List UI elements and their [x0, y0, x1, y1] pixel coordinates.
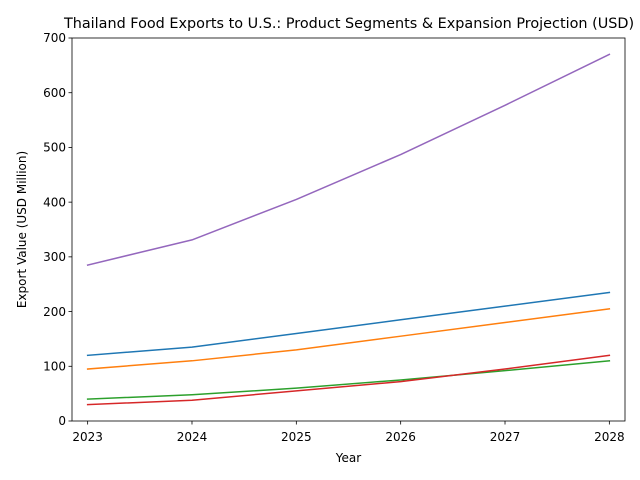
y-tick-label: 700 — [43, 31, 66, 45]
series-layer — [86, 53, 611, 406]
series-line-2 — [86, 307, 611, 370]
y-tick-label: 200 — [43, 305, 66, 319]
y-axis-label: Export Value (USD Million) — [15, 151, 29, 308]
x-axis: 2023 2024 2025 2026 2027 2028 — [72, 421, 625, 444]
y-axis: 0 100 200 300 400 500 600 700 — [43, 31, 72, 428]
y-tick-label: 400 — [43, 195, 66, 209]
series-line-4 — [86, 354, 611, 406]
x-tick-label: 2028 — [594, 430, 625, 444]
plot-frame — [71, 37, 626, 422]
series-line-3 — [86, 359, 611, 400]
series-line-1 — [86, 291, 611, 357]
series-line-5 — [86, 53, 611, 266]
x-tick-label: 2023 — [72, 430, 103, 444]
y-tick-label: 0 — [58, 414, 66, 428]
x-tick-label: 2025 — [281, 430, 312, 444]
y-tick-label: 600 — [43, 86, 66, 100]
chart-title: Thailand Food Exports to U.S.: Product S… — [63, 16, 634, 32]
x-tick-label: 2027 — [490, 430, 521, 444]
y-tick-label: 100 — [43, 359, 66, 373]
x-axis-label: Year — [335, 451, 361, 465]
y-tick-label: 300 — [43, 250, 66, 264]
x-tick-label: 2026 — [385, 430, 416, 444]
y-tick-label: 500 — [43, 141, 66, 155]
x-tick-label: 2024 — [177, 430, 208, 444]
